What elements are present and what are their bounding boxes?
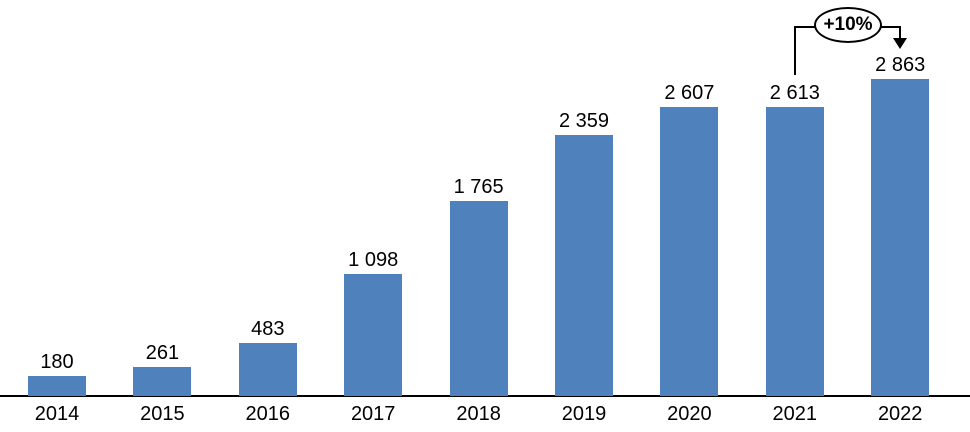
category-label-2021: 2021 [772, 403, 818, 425]
bar-2016 [238, 342, 297, 396]
bar-2022 [871, 79, 930, 396]
value-label-2022: 2 863 [875, 54, 926, 76]
value-label-2018: 1 765 [453, 175, 504, 198]
value-label-2014: 180 [40, 351, 74, 374]
bar-2019 [555, 134, 613, 396]
category-label-2016: 2016 [245, 403, 291, 425]
category-label-2020: 2020 [667, 403, 712, 425]
value-label-2015: 261 [145, 342, 180, 365]
bar-2020 [660, 107, 719, 396]
category-label-2017: 2017 [350, 403, 396, 425]
value-label-2020: 2 607 [664, 82, 715, 105]
bar-2015 [133, 367, 192, 396]
category-label-2022: 2022 [877, 403, 923, 425]
x-axis-line [0, 395, 970, 397]
bar-2017 [344, 274, 403, 396]
category-label-2018: 2018 [456, 403, 501, 425]
annotation-bracket-left-vertical [794, 26, 796, 75]
value-label-2016: 483 [251, 317, 285, 340]
value-label-2021: 2 613 [769, 81, 820, 104]
value-label-2019: 2 359 [558, 109, 610, 132]
annotation-bracket-left-horizontal [794, 26, 816, 28]
annotation-growth-label: +10% [823, 14, 873, 35]
bar-2021 [765, 106, 824, 396]
value-label-2017: 1 098 [348, 249, 399, 272]
bar-2018 [449, 200, 508, 396]
annotation-arrow-down-icon [893, 38, 907, 49]
bar-2014 [28, 376, 86, 396]
annotation-bracket-right-horizontal [878, 26, 901, 28]
annotation-arrow-shaft [899, 27, 901, 40]
category-label-2019: 2019 [561, 403, 607, 425]
category-label-2015: 2015 [140, 403, 185, 425]
category-label-2014: 2014 [34, 403, 80, 425]
annotation-ellipse: +10% [814, 7, 882, 43]
